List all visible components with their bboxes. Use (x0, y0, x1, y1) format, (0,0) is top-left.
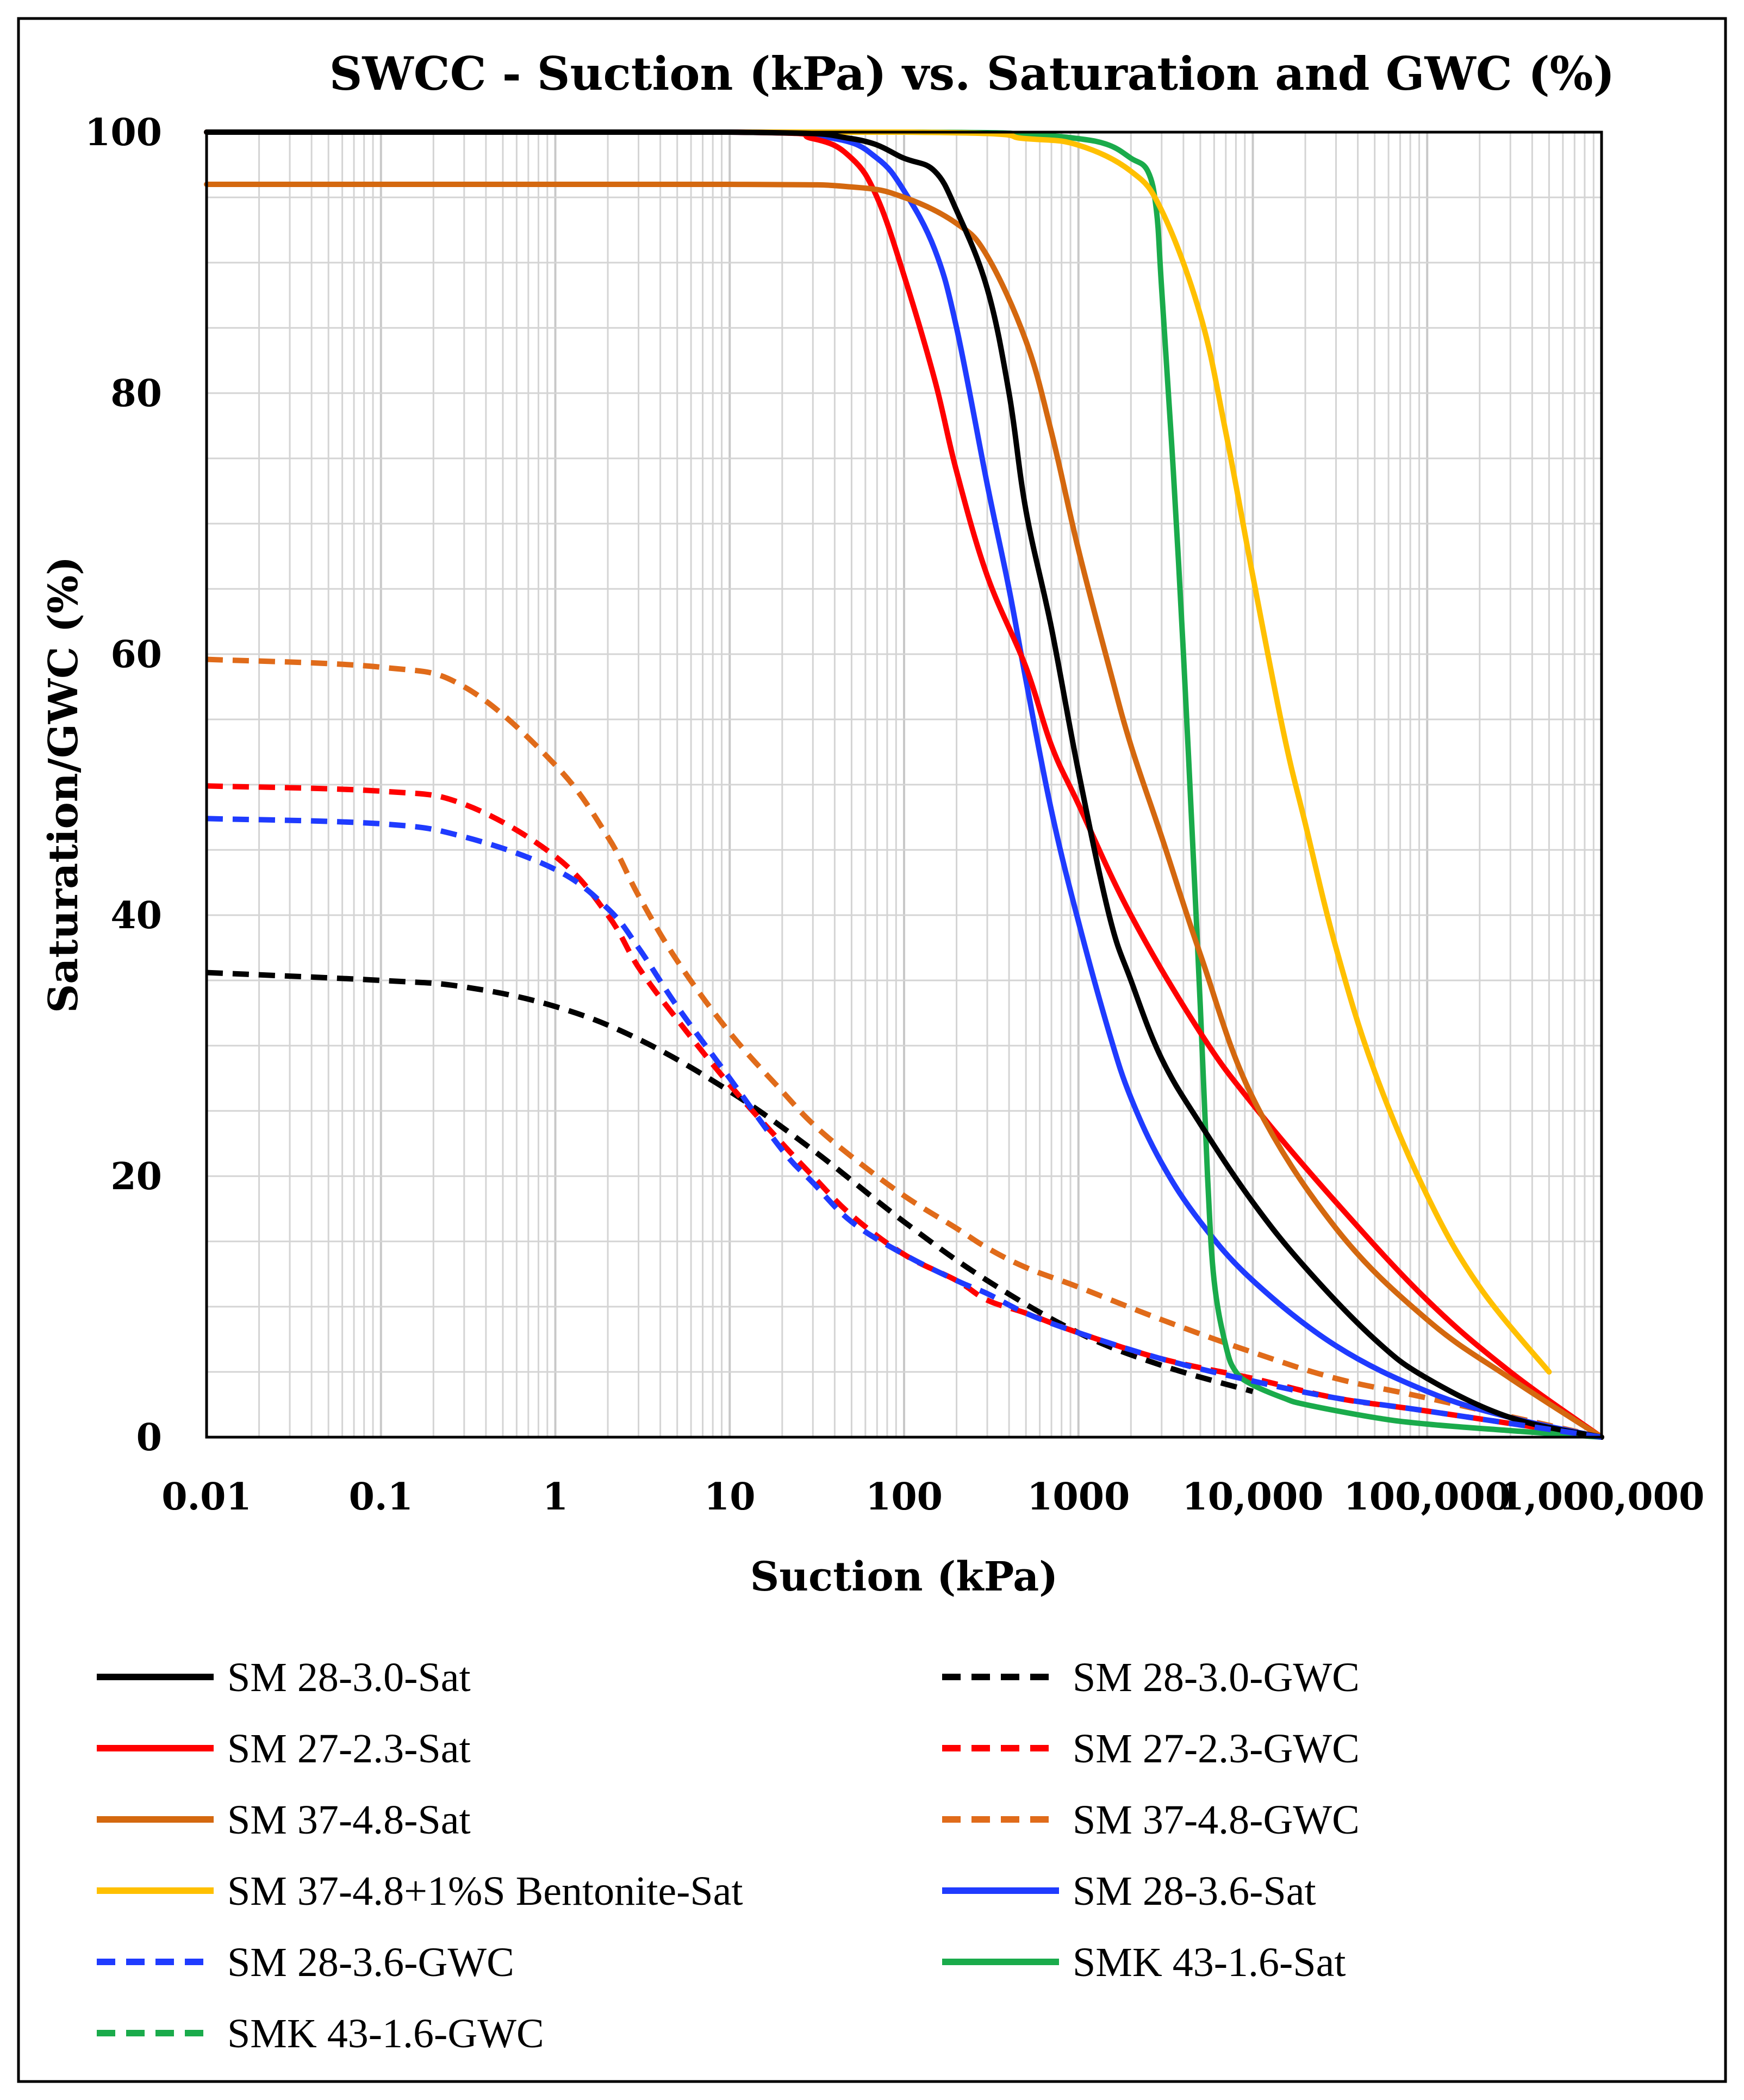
legend-item: SMK 43-1.6-Sat (942, 1940, 1346, 1985)
series-line-sm-28-3-0-sat (204, 129, 1604, 1440)
series-line-sm-37-4-8-1-s-bentonite-sat (204, 129, 1552, 1375)
x-tick-label: 0.01 (161, 1475, 252, 1519)
legend-item: SM 37-4.8+1%S Bentonite-Sat (97, 1868, 743, 1914)
legend-label: SM 28-3.6-GWC (227, 1940, 514, 1985)
legend-label: SM 27-2.3-Sat (227, 1726, 471, 1772)
x-tick-label: 1,000,000 (1499, 1475, 1705, 1519)
x-tick-label: 100 (865, 1475, 943, 1519)
x-tick-label: 100,000 (1343, 1475, 1511, 1519)
legend-label: SM 28-3.6-Sat (1073, 1868, 1316, 1914)
legend-item: SM 27-2.3-GWC (942, 1726, 1360, 1772)
outer-frame (17, 17, 1727, 2083)
legend-item: SM 28-3.0-GWC (942, 1655, 1360, 1700)
legend-label: SMK 43-1.6-Sat (1073, 1940, 1346, 1985)
series-line-sm-27-2-3-sat (204, 129, 1604, 1440)
series-layer (204, 129, 1604, 1440)
legend-label: SMK 43-1.6-GWC (227, 2011, 544, 2056)
legend-item: SM 28-3.6-Sat (942, 1868, 1316, 1914)
legend-item: SM 28-3.0-Sat (97, 1655, 471, 1700)
series-line-sm-28-3-6-sat (204, 129, 1604, 1440)
y-tick-label: 80 (110, 372, 162, 415)
x-axis-label: Suction (kPa) (750, 1554, 1058, 1600)
legend-item: SM 28-3.6-GWC (97, 1940, 514, 1985)
legend-item: SM 37-4.8-GWC (942, 1797, 1360, 1843)
x-tick-label: 10 (704, 1475, 756, 1519)
x-tick-label: 1000 (1027, 1475, 1130, 1519)
legend-label: SM 37-4.8-GWC (1073, 1797, 1360, 1843)
x-tick-label: 1 (543, 1475, 568, 1519)
legend-item: SMK 43-1.6-GWC (97, 2011, 544, 2056)
x-tick-label: 0.1 (349, 1475, 413, 1519)
y-tick-label: 40 (110, 894, 162, 937)
y-axis-ticks: 0 20 40 60 80 100 (85, 111, 162, 1459)
grid-layer (205, 131, 1603, 1438)
legend: SM 28-3.0-Sat SM 28-3.0-GWC SM 27-2.3-Sat S… (97, 1655, 1360, 2056)
y-axis-label: Saturation/GWC (%) (40, 556, 87, 1013)
legend-item: SM 37-4.8-Sat (97, 1797, 471, 1843)
legend-label: SM 28-3.0-Sat (227, 1655, 471, 1700)
y-tick-label: 60 (110, 633, 162, 676)
series-line-sm-37-4-8-sat (204, 182, 1604, 1440)
series-line-sm-37-4-8-gwc (206, 656, 1603, 1440)
series-line-sm-28-3-6-gwc (206, 816, 1602, 1440)
y-tick-label: 0 (136, 1416, 162, 1459)
series-line-smk-43-1-6-sat (204, 129, 1604, 1440)
x-tick-label: 10,000 (1182, 1475, 1323, 1519)
legend-item: SM 27-2.3-Sat (97, 1726, 471, 1772)
legend-label: SM 28-3.0-GWC (1073, 1655, 1360, 1700)
y-tick-label: 20 (110, 1155, 162, 1198)
plot-area-border (205, 131, 1603, 1439)
legend-label: SM 27-2.3-GWC (1073, 1726, 1360, 1772)
chart-title: SWCC - Suction (kPa) vs. Saturation and … (329, 47, 1615, 101)
legend-label: SM 37-4.8+1%S Bentonite-Sat (227, 1868, 743, 1914)
y-tick-label: 100 (85, 111, 162, 154)
series-line-sm-27-2-3-gwc (206, 783, 1602, 1440)
legend-label: SM 37-4.8-Sat (227, 1797, 471, 1843)
